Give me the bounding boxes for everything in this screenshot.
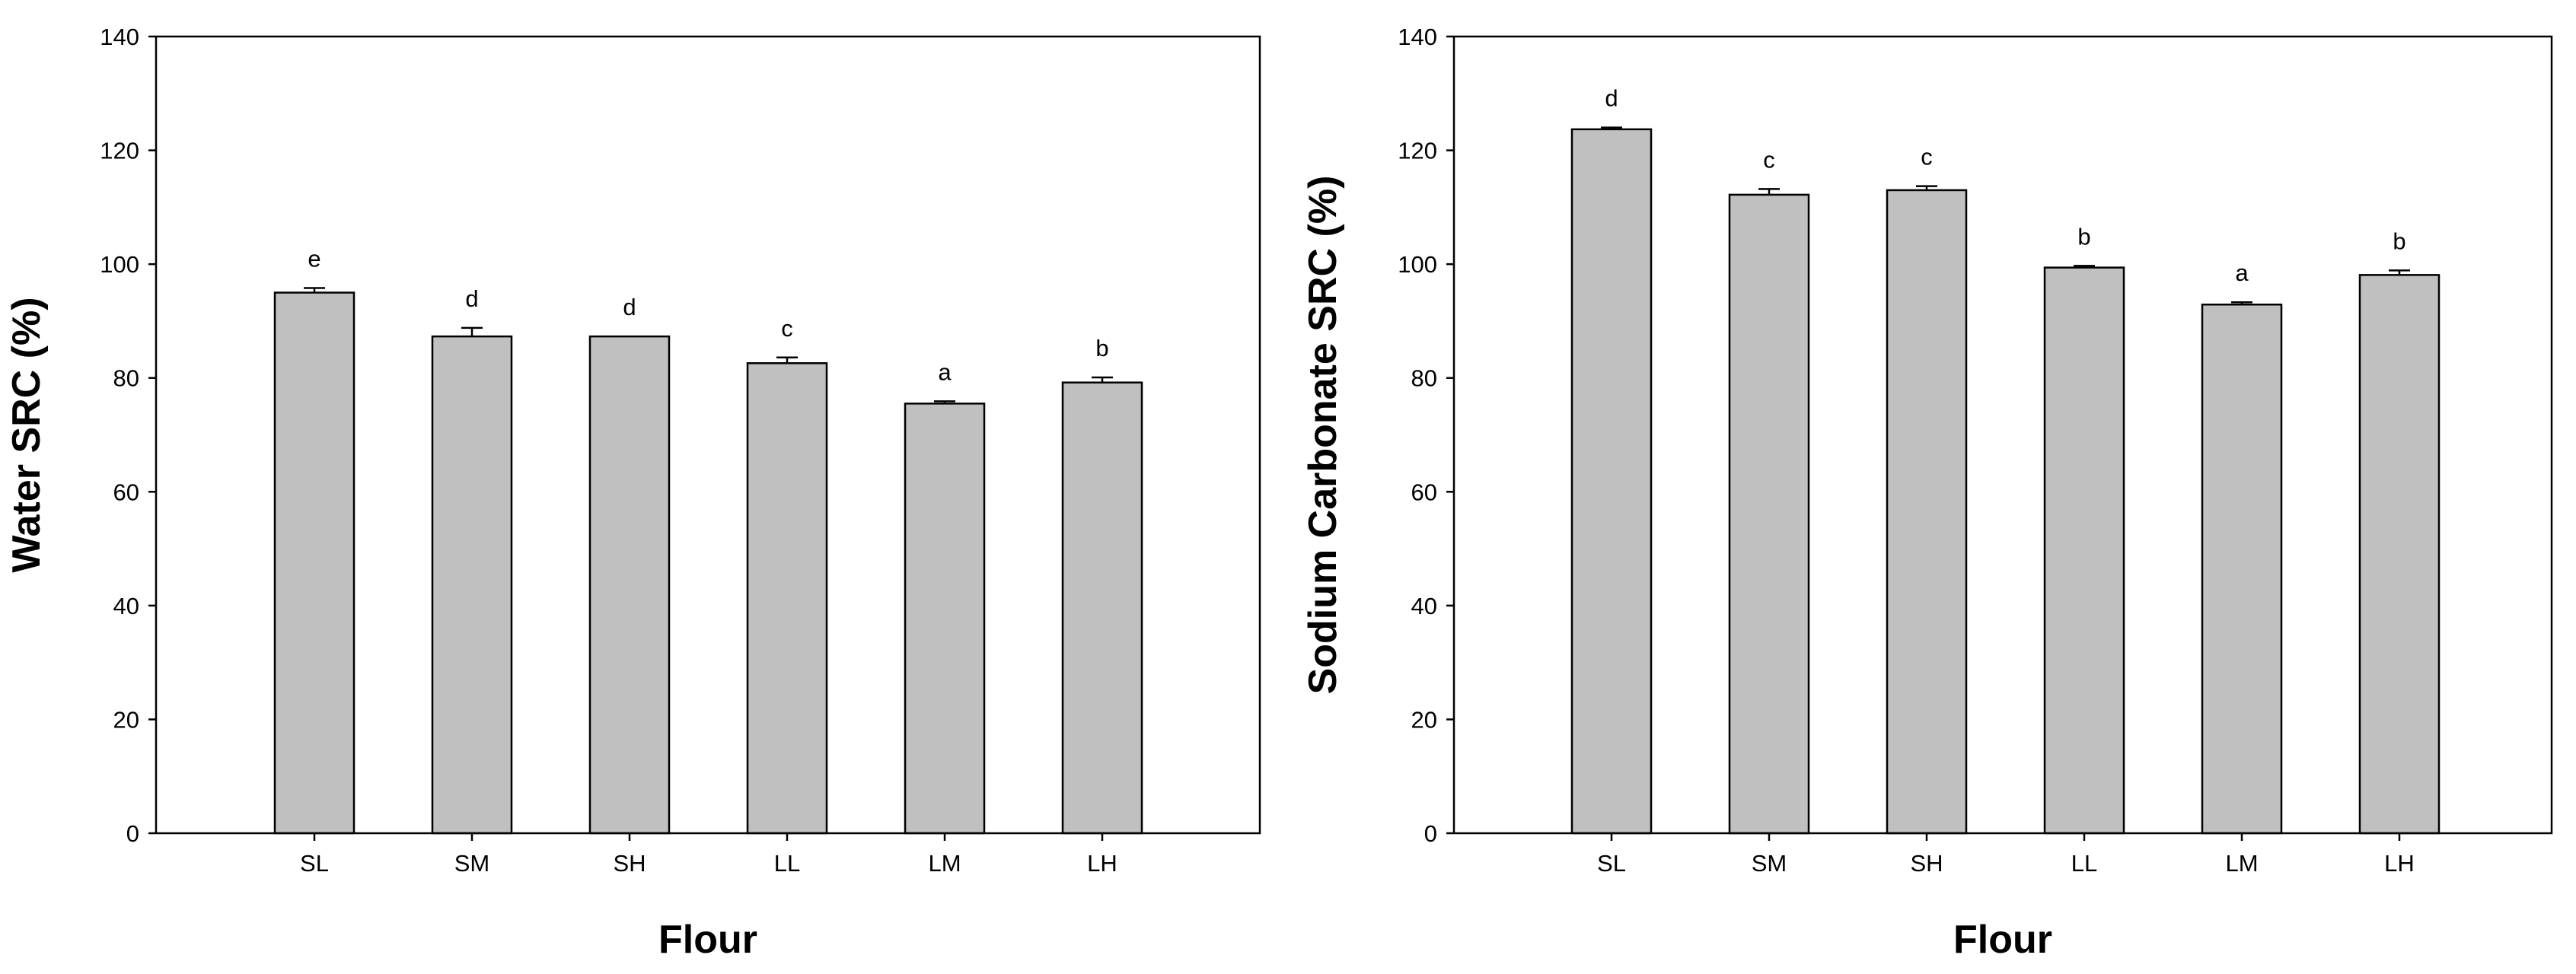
significance-label-ll: c xyxy=(781,315,793,342)
x-tick-label-sh: SH xyxy=(1910,850,1943,877)
x-tick-label-sm: SM xyxy=(454,850,490,877)
significance-label-lm: a xyxy=(2235,259,2249,286)
y-tick-label: 0 xyxy=(126,820,139,847)
significance-label-sh: d xyxy=(623,294,636,320)
bar-sm xyxy=(1728,193,1810,835)
y-tick-label: 100 xyxy=(100,251,139,278)
y-tick-label: 40 xyxy=(1411,593,1437,619)
x-axis-title: Flour xyxy=(1953,918,2052,962)
y-tick-label: 40 xyxy=(113,593,139,619)
x-tick-label-sl: SL xyxy=(300,850,329,877)
bar-sl xyxy=(273,291,355,835)
y-tick-label: 120 xyxy=(1398,138,1437,164)
y-tick-label: 60 xyxy=(113,479,139,505)
error-bar-ll xyxy=(2074,265,2095,268)
x-axis-title: Flour xyxy=(658,918,757,962)
significance-label-sh: c xyxy=(1921,144,1933,170)
bar-lm xyxy=(904,403,986,835)
significance-label-lh: b xyxy=(2393,228,2405,254)
error-bar-lh xyxy=(2389,269,2410,275)
bar-sl xyxy=(1570,128,1653,835)
x-tick-label-sh: SH xyxy=(613,850,646,877)
bar-ll xyxy=(2043,266,2125,835)
x-tick-label-ll: LL xyxy=(774,850,800,877)
y-tick-label: 120 xyxy=(100,138,139,164)
bar-sh xyxy=(588,335,671,835)
error-bar-lm xyxy=(934,400,955,404)
significance-label-sm: c xyxy=(1763,146,1775,173)
error-bar-sl xyxy=(1601,126,1622,129)
x-tick-label-lm: LM xyxy=(2225,850,2258,877)
error-bar-sm xyxy=(461,326,483,337)
error-bar-lh xyxy=(1092,376,1113,383)
significance-label-sm: d xyxy=(465,285,478,312)
y-tick-label: 140 xyxy=(1398,24,1437,50)
y-tick-label: 140 xyxy=(100,24,139,50)
plot-frame xyxy=(155,35,1261,835)
significance-label-ll: b xyxy=(2077,223,2090,250)
plot-frame xyxy=(1452,35,2553,835)
x-tick-label-lh: LH xyxy=(2384,850,2415,877)
bar-sm xyxy=(431,335,513,835)
y-tick-label: 80 xyxy=(1411,365,1437,392)
x-tick-label-sm: SM xyxy=(1752,850,1787,877)
error-bar-sh xyxy=(1916,185,1937,190)
bar-ll xyxy=(746,362,828,835)
significance-label-lh: b xyxy=(1095,335,1108,361)
y-tick-label: 60 xyxy=(1411,479,1437,505)
significance-label-sl: d xyxy=(1605,85,1618,112)
x-tick-label-ll: LL xyxy=(2071,850,2097,877)
bar-lh xyxy=(1061,381,1143,835)
y-tick-label: 20 xyxy=(113,706,139,733)
bar-lh xyxy=(2358,274,2441,835)
sodium-carbonate-src-chart: d SL c SM c SH b LL a LM b LH 0 20 40 60 80 100 120 140 Flou… xyxy=(1301,24,2553,962)
x-tick-label-lm: LM xyxy=(928,850,961,877)
y-axis-title: Water SRC (%) xyxy=(5,297,49,572)
significance-label-sl: e xyxy=(308,246,320,272)
error-bar-lm xyxy=(2231,301,2252,305)
error-bar-ll xyxy=(776,356,798,364)
bar-sh xyxy=(1886,189,1968,835)
bar-lm xyxy=(2201,303,2283,835)
y-tick-label: 20 xyxy=(1411,706,1437,733)
y-tick-label: 0 xyxy=(1424,820,1437,847)
significance-label-lm: a xyxy=(938,358,952,385)
y-axis-title: Sodium Carbonate SRC (%) xyxy=(1301,176,1345,695)
error-bar-sl xyxy=(304,287,325,293)
y-tick-label: 80 xyxy=(113,365,139,392)
x-tick-label-lh: LH xyxy=(1087,850,1117,877)
water-src-chart: e SL d SM d SH c LL a LM b LH 0 20 40 60 80 100 120 140 Flou… xyxy=(5,24,1261,962)
x-tick-label-sl: SL xyxy=(1597,850,1626,877)
y-tick-label: 100 xyxy=(1398,251,1437,278)
error-bar-sm xyxy=(1758,188,1780,195)
